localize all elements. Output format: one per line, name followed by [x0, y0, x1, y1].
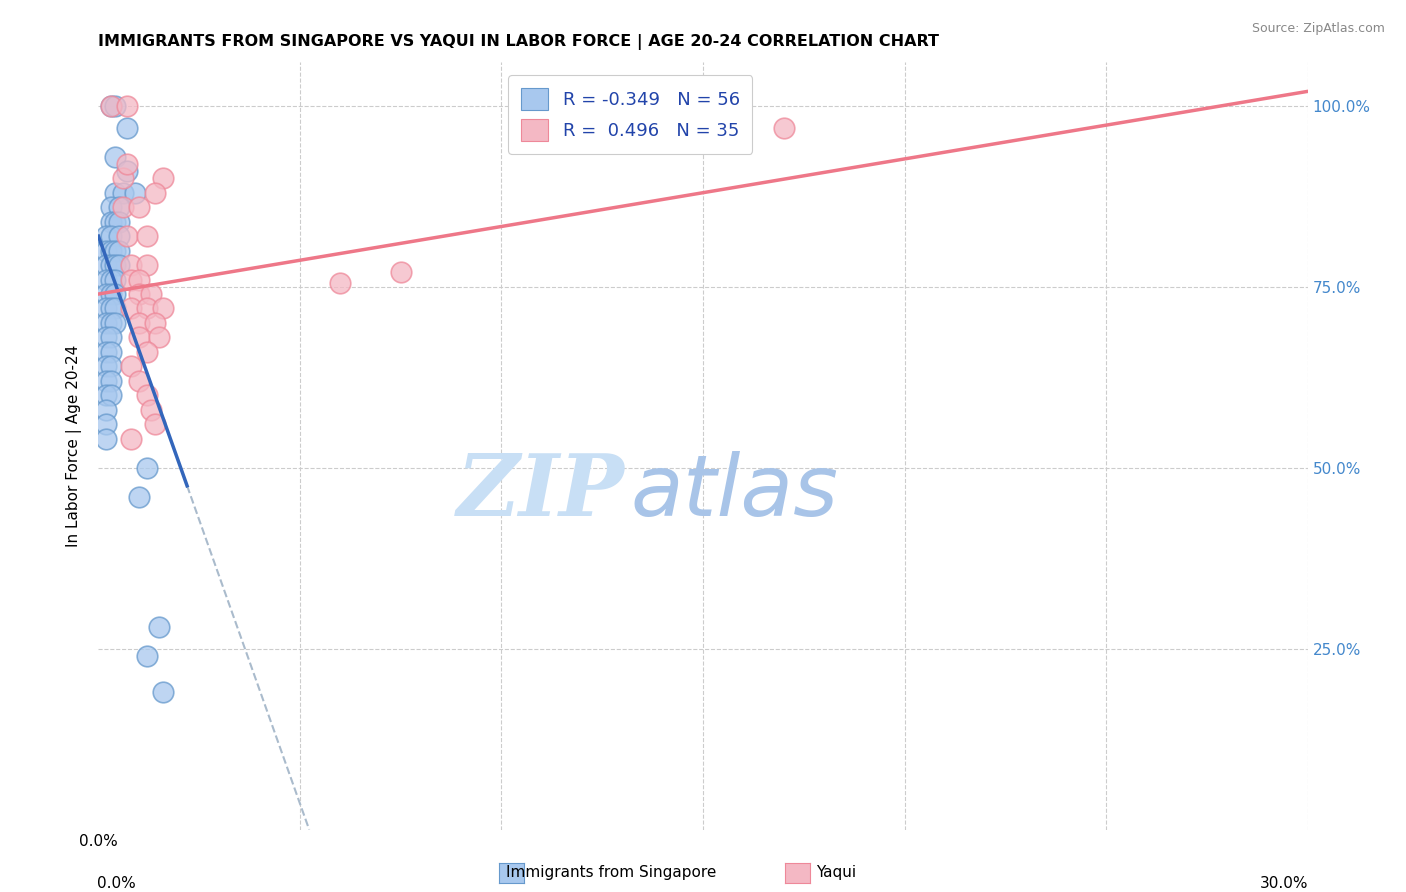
Point	[103, 186, 125, 200]
Point	[139, 402, 162, 417]
Point	[135, 301, 157, 316]
Point	[124, 186, 146, 200]
Text: atlas: atlas	[630, 450, 838, 533]
Point	[96, 388, 118, 402]
Point	[100, 345, 122, 359]
Point	[96, 432, 118, 446]
Point	[103, 258, 125, 272]
Point	[148, 620, 170, 634]
Point	[100, 272, 122, 286]
Point	[120, 432, 142, 446]
Point	[139, 287, 162, 301]
Point	[115, 164, 138, 178]
Point	[96, 272, 118, 286]
Point	[103, 272, 125, 286]
Text: 0.0%: 0.0%	[97, 876, 136, 890]
Legend: R = -0.349   N = 56, R =  0.496   N = 35: R = -0.349 N = 56, R = 0.496 N = 35	[509, 75, 752, 153]
Point	[115, 99, 138, 113]
Point	[107, 258, 129, 272]
Text: 30.0%: 30.0%	[1260, 876, 1309, 890]
Point	[135, 648, 157, 663]
Point	[100, 99, 122, 113]
Point	[135, 258, 157, 272]
Point	[772, 120, 794, 135]
Point	[111, 171, 134, 186]
Point	[96, 244, 118, 258]
Point	[100, 301, 122, 316]
Point	[111, 200, 134, 214]
Point	[96, 359, 118, 374]
Point	[120, 301, 142, 316]
Point	[96, 287, 118, 301]
Point	[128, 330, 150, 344]
Text: Source: ZipAtlas.com: Source: ZipAtlas.com	[1251, 22, 1385, 36]
Point	[103, 149, 125, 163]
Point	[100, 374, 122, 388]
Point	[120, 258, 142, 272]
Point	[96, 374, 118, 388]
Point	[120, 272, 142, 286]
Point	[128, 200, 150, 214]
Point	[107, 244, 129, 258]
Point	[128, 374, 150, 388]
Point	[96, 417, 118, 432]
Point	[612, 99, 634, 113]
Point	[100, 99, 122, 113]
Point	[135, 388, 157, 402]
Point	[100, 388, 122, 402]
Point	[103, 214, 125, 228]
Point	[152, 685, 174, 699]
Point	[115, 157, 138, 171]
Text: Immigrants from Singapore: Immigrants from Singapore	[506, 865, 717, 880]
Point	[143, 417, 166, 432]
Point	[103, 244, 125, 258]
Point	[100, 316, 122, 330]
Y-axis label: In Labor Force | Age 20-24: In Labor Force | Age 20-24	[66, 345, 83, 547]
Text: IMMIGRANTS FROM SINGAPORE VS YAQUI IN LABOR FORCE | AGE 20-24 CORRELATION CHART: IMMIGRANTS FROM SINGAPORE VS YAQUI IN LA…	[98, 34, 939, 50]
Point	[128, 272, 150, 286]
Point	[111, 186, 134, 200]
Point	[152, 171, 174, 186]
Point	[143, 186, 166, 200]
Point	[135, 345, 157, 359]
Point	[96, 229, 118, 244]
Point	[107, 200, 129, 214]
Point	[100, 287, 122, 301]
Point	[100, 244, 122, 258]
Point	[96, 258, 118, 272]
Point	[135, 460, 157, 475]
Point	[135, 229, 157, 244]
Point	[115, 229, 138, 244]
Point	[143, 316, 166, 330]
Point	[103, 316, 125, 330]
Point	[100, 200, 122, 214]
Point	[100, 214, 122, 228]
Point	[128, 287, 150, 301]
Point	[120, 359, 142, 374]
Point	[107, 214, 129, 228]
Point	[100, 359, 122, 374]
Point	[115, 120, 138, 135]
Point	[389, 265, 412, 279]
Point	[103, 287, 125, 301]
Point	[128, 490, 150, 504]
Point	[96, 345, 118, 359]
Point	[148, 330, 170, 344]
Point	[103, 99, 125, 113]
Point	[100, 258, 122, 272]
Text: ZIP: ZIP	[457, 450, 624, 533]
Point	[96, 316, 118, 330]
Point	[103, 301, 125, 316]
Point	[128, 316, 150, 330]
Point	[152, 301, 174, 316]
Point	[107, 229, 129, 244]
Point	[96, 402, 118, 417]
Point	[96, 330, 118, 344]
Point	[96, 301, 118, 316]
Point	[100, 330, 122, 344]
Text: Yaqui: Yaqui	[817, 865, 856, 880]
Point	[100, 229, 122, 244]
Point	[329, 276, 352, 290]
